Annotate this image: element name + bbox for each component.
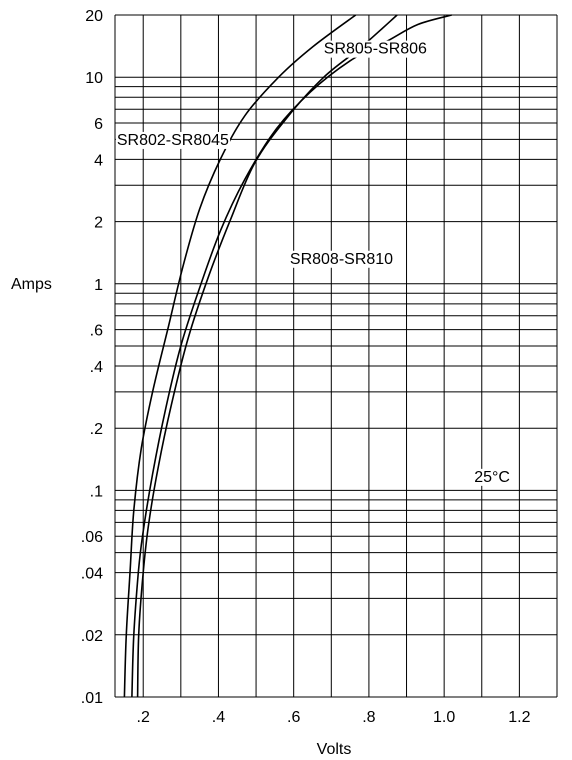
grid — [114, 14, 558, 698]
x-tick-label: .8 — [362, 709, 375, 726]
curve-label: SR808-SR810 — [290, 251, 393, 268]
y-tick-label: 4 — [94, 152, 103, 169]
y-tick-label: 20 — [85, 8, 103, 25]
curve-labels: SR802-SR8045 SR805-SR806 SR808-SR810 25°C — [115, 40, 511, 486]
x-tick-label: .4 — [212, 709, 225, 726]
x-tick-label: .6 — [287, 709, 300, 726]
y-tick-label: .6 — [90, 323, 103, 340]
y-tick-label: 6 — [94, 116, 103, 133]
y-tick-label: .06 — [81, 529, 103, 546]
curve-label-bg — [322, 40, 429, 58]
x-tick-label: 1.2 — [508, 709, 530, 726]
tick-labels: .01 .02 .04 .06 .1 .2 .4 .6 1 2 4 6 10 20 .2 .4 .6 .8 1.0 1… — [81, 8, 531, 726]
series-line-2 — [136, 14, 398, 698]
series-line-1 — [123, 14, 357, 698]
x-tick-label: .2 — [137, 709, 150, 726]
curve-label-bg — [288, 250, 395, 268]
y-tick-label: .4 — [90, 359, 103, 376]
y-tick-label: .1 — [90, 483, 103, 500]
series-line-3 — [131, 14, 452, 698]
curve-label: SR805-SR806 — [324, 41, 427, 58]
curve-label-bg — [115, 131, 231, 149]
y-tick-label: .01 — [81, 690, 103, 707]
temperature-annotation: 25°C — [474, 469, 510, 486]
y-tick-label: 2 — [94, 215, 103, 232]
curves — [123, 14, 452, 698]
temperature-annotation-bg — [473, 468, 511, 486]
y-tick-label: .04 — [81, 566, 103, 583]
y-tick-label: 10 — [85, 70, 103, 87]
y-axis-title: Amps — [11, 276, 52, 293]
y-tick-label: .02 — [81, 628, 103, 645]
x-axis-title: Volts — [317, 741, 352, 758]
y-tick-label: 1 — [94, 277, 103, 294]
x-tick-label: 1.0 — [433, 709, 455, 726]
y-tick-label: .2 — [90, 421, 103, 438]
curve-label: SR802-SR8045 — [117, 132, 229, 149]
